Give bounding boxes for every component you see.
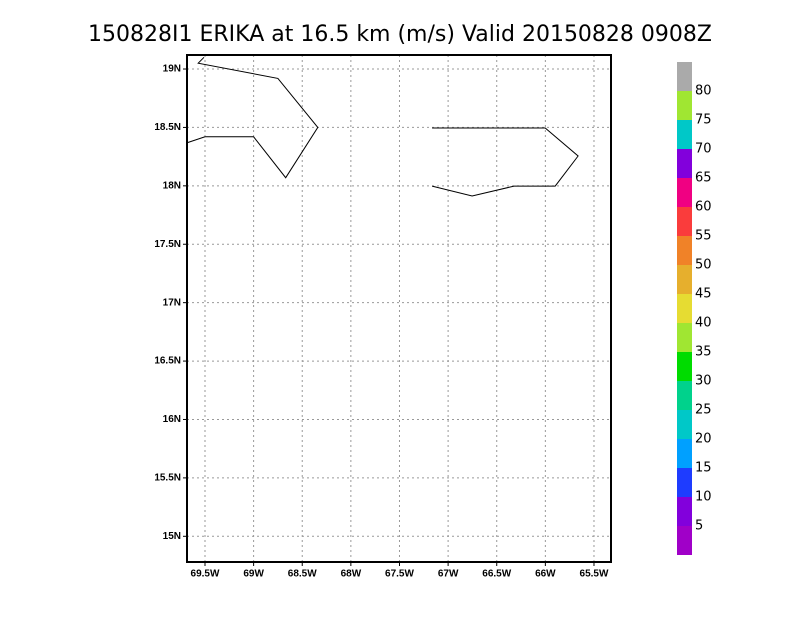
colorbar-label: 75 xyxy=(695,113,712,128)
x-tick-label: 65.5W xyxy=(580,569,609,580)
colorbar-segment xyxy=(677,265,692,294)
y-tick-label: 15N xyxy=(163,531,181,542)
colorbar-segment xyxy=(677,91,692,120)
colorbar-label: 50 xyxy=(695,258,712,273)
colorbar-segment xyxy=(677,468,692,497)
coastline xyxy=(187,56,319,179)
colorbar-label: 70 xyxy=(695,142,712,157)
colorbar-label: 15 xyxy=(695,461,712,476)
colorbar-label: 40 xyxy=(695,316,712,331)
x-tick-label: 69.5W xyxy=(191,569,220,580)
colorbar-segment xyxy=(677,62,692,91)
colorbar-label: 35 xyxy=(695,345,712,360)
y-tick-label: 16.5N xyxy=(154,356,181,367)
colorbar-label: 60 xyxy=(695,200,712,215)
colorbar-label: 5 xyxy=(695,519,703,534)
colorbar-segment xyxy=(677,323,692,352)
colorbar-label: 10 xyxy=(695,490,712,505)
colorbar-label: 45 xyxy=(695,287,712,302)
colorbar-segment xyxy=(677,149,692,178)
y-tick-label: 17.5N xyxy=(154,239,181,250)
colorbar-segment xyxy=(677,381,692,410)
colorbar-segment xyxy=(677,439,692,468)
colorbar-label: 25 xyxy=(695,403,712,418)
x-tick-label: 66W xyxy=(535,569,556,580)
colorbar-label: 30 xyxy=(695,374,712,389)
colorbar-segment xyxy=(677,352,692,381)
colorbar-label: 20 xyxy=(695,432,712,447)
colorbar-segment xyxy=(677,497,692,526)
colorbar-segment xyxy=(677,236,692,265)
x-tick-label: 66.5W xyxy=(482,569,511,580)
colorbar-segment xyxy=(677,207,692,236)
y-tick-label: 18.5N xyxy=(154,122,181,133)
x-tick-label: 68W xyxy=(341,569,362,580)
title: 150828I1 ERIKA at 16.5 km (m/s) Valid 20… xyxy=(88,22,712,47)
colorbar-segment xyxy=(677,120,692,149)
x-tick-label: 67.5W xyxy=(385,569,414,580)
y-tick-label: 15.5N xyxy=(154,473,181,484)
colorbar-segment xyxy=(677,178,692,207)
coastline xyxy=(431,127,579,197)
colorbar-segment xyxy=(677,410,692,439)
x-tick-label: 67W xyxy=(438,569,459,580)
y-tick-label: 19N xyxy=(163,64,181,75)
colorbar-label: 80 xyxy=(695,84,712,99)
y-tick-label: 17N xyxy=(163,297,181,308)
x-tick-label: 69W xyxy=(243,569,264,580)
y-tick-label: 18N xyxy=(163,180,181,191)
colorbar-label: 65 xyxy=(695,171,712,186)
x-tick-label: 68.5W xyxy=(288,569,317,580)
y-tick-label: 16N xyxy=(163,414,181,425)
colorbar-segment xyxy=(677,526,692,555)
colorbar-segment xyxy=(677,294,692,323)
colorbar-label: 55 xyxy=(695,229,712,244)
